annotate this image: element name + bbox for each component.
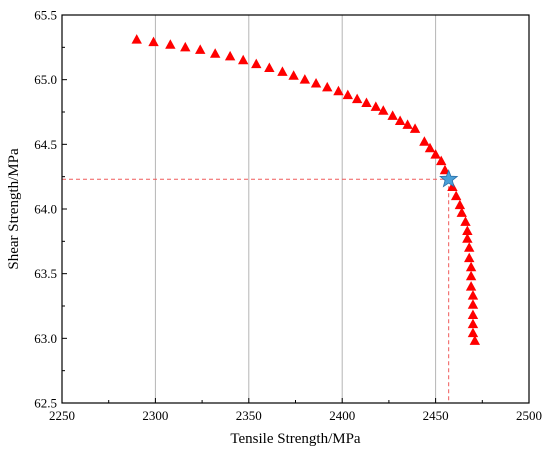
data-point bbox=[464, 252, 475, 263]
x-tick-label: 2400 bbox=[329, 408, 355, 423]
data-point bbox=[165, 39, 176, 49]
data-point bbox=[447, 181, 458, 192]
data-point bbox=[299, 74, 311, 84]
data-point bbox=[456, 207, 467, 217]
data-point bbox=[351, 93, 363, 104]
x-tick-label: 2250 bbox=[49, 408, 75, 423]
data-point bbox=[409, 123, 421, 133]
data-point bbox=[288, 70, 299, 80]
data-point bbox=[195, 44, 206, 54]
x-tick-label: 2500 bbox=[516, 408, 542, 423]
data-point bbox=[460, 216, 471, 226]
data-point bbox=[419, 136, 430, 146]
data-point bbox=[450, 190, 462, 201]
data-point bbox=[148, 36, 159, 47]
data-point bbox=[310, 78, 322, 88]
data-point bbox=[237, 54, 249, 65]
data-point bbox=[439, 164, 451, 175]
x-axis-label: Tensile Strength/MPa bbox=[230, 431, 361, 447]
data-points bbox=[131, 34, 481, 345]
y-tick-label: 65.0 bbox=[34, 72, 57, 87]
highlight-guides bbox=[62, 178, 450, 403]
data-point bbox=[131, 34, 142, 44]
data-point bbox=[224, 50, 236, 61]
data-point bbox=[394, 115, 406, 126]
data-point bbox=[333, 85, 344, 96]
y-tick-label: 62.5 bbox=[34, 396, 57, 411]
highlight-point bbox=[439, 169, 459, 188]
data-point bbox=[467, 318, 479, 329]
data-point bbox=[387, 110, 398, 120]
data-point bbox=[467, 299, 479, 309]
data-point bbox=[277, 66, 288, 76]
data-point bbox=[454, 199, 466, 210]
data-point bbox=[467, 327, 479, 338]
x-tick-label: 2350 bbox=[236, 408, 262, 423]
data-point bbox=[322, 81, 333, 92]
data-point bbox=[264, 62, 275, 73]
grid-lines bbox=[154, 15, 437, 403]
data-point bbox=[462, 225, 473, 235]
data-point bbox=[469, 335, 481, 345]
y-tick-label: 64.0 bbox=[34, 202, 57, 217]
data-point bbox=[467, 290, 479, 300]
data-point bbox=[378, 105, 389, 115]
axes: 2250 2300 2350 2400 2450 2500 62.5 63.0 63.5 64.0… bbox=[34, 8, 542, 424]
y-tick-label: 63.0 bbox=[34, 331, 57, 346]
data-point bbox=[462, 233, 473, 243]
data-point bbox=[209, 48, 221, 58]
data-point bbox=[361, 97, 372, 107]
data-point bbox=[402, 119, 413, 129]
data-point bbox=[424, 142, 436, 153]
data-point bbox=[342, 89, 354, 100]
y-tick-label: 63.5 bbox=[34, 266, 57, 281]
data-point bbox=[370, 101, 382, 111]
x-tick-label: 2300 bbox=[142, 408, 168, 423]
y-tick-label: 65.5 bbox=[34, 8, 57, 23]
x-tick-label: 2450 bbox=[423, 408, 449, 423]
data-point bbox=[467, 309, 479, 320]
data-point bbox=[464, 242, 475, 252]
data-point bbox=[436, 155, 447, 166]
data-point bbox=[465, 270, 477, 281]
data-point bbox=[465, 281, 477, 291]
data-point bbox=[430, 149, 441, 159]
y-tick-label: 64.5 bbox=[34, 137, 57, 152]
data-point bbox=[251, 58, 262, 69]
data-point bbox=[180, 41, 191, 52]
y-axis-label: Shear Strength/MPa bbox=[6, 148, 22, 270]
data-point bbox=[465, 261, 477, 272]
